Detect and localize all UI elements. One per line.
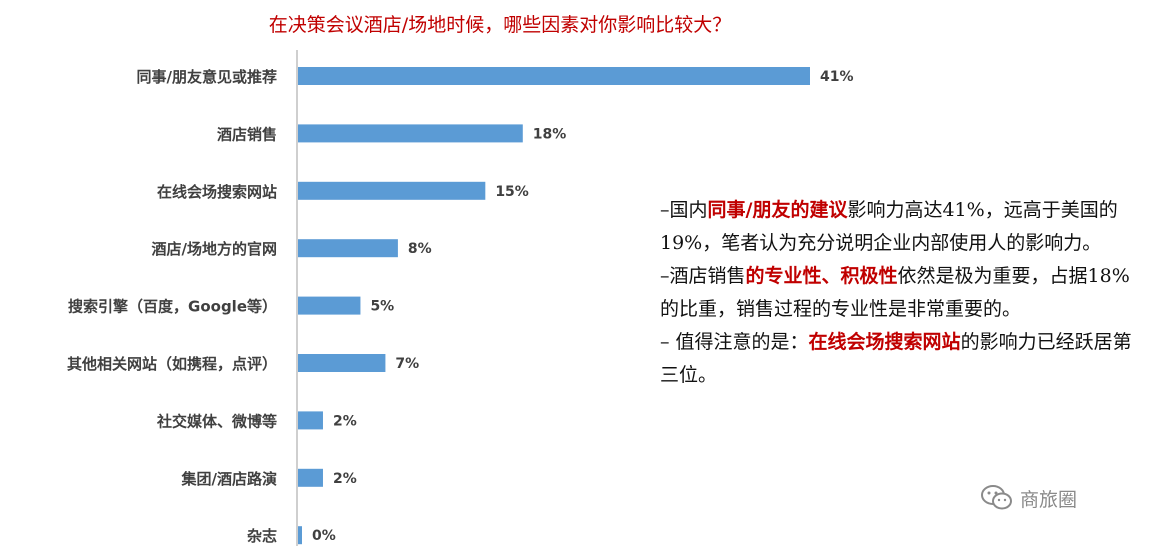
value-label: 7% [395, 356, 419, 372]
note-highlight: 的专业性、积极性 [745, 265, 898, 287]
value-label: 5% [370, 299, 394, 315]
bar [298, 67, 810, 85]
watermark-text: 商旅圈 [1020, 488, 1078, 511]
value-label: 0% [312, 528, 336, 544]
bar-chart: 同事/朋友意见或推荐 41% 酒店销售 18% 在线会场搜索网站 15% 酒店/场地方的官网… [67, 50, 854, 546]
category-label: 社交媒体、微博等 [156, 412, 277, 430]
bar [298, 239, 398, 258]
value-label: 8% [408, 241, 432, 257]
bar [298, 124, 523, 143]
value-label: 15% [495, 184, 529, 200]
note-text: 影响力高达41%，远高于美国的19%，笔者认为充分说明企业内部使用人的影响力。 [660, 199, 1118, 254]
category-label: 同事/朋友意见或推荐 [137, 68, 277, 86]
note-paragraph: – 值得注意的是：在线会场搜索网站的影响力已经跃居第三位。 [660, 326, 1140, 392]
wechat-icon [981, 485, 1012, 510]
bar [298, 526, 302, 545]
category-label: 搜索引擎（百度，Google等） [68, 298, 277, 316]
note-highlight: 在线会场搜索网站 [808, 331, 961, 353]
notes-panel: –国内同事/朋友的建议影响力高达41%，远高于美国的19%，笔者认为充分说明企业… [660, 194, 1140, 392]
bars-group: 同事/朋友意见或推荐 41% 酒店销售 18% 在线会场搜索网站 15% 酒店/场地方的官网… [67, 67, 854, 545]
value-label: 18% [533, 126, 567, 142]
category-label: 杂志 [247, 527, 277, 545]
note-text: – 值得注意的是： [660, 331, 809, 353]
category-label: 集团/酒店路演 [181, 470, 277, 488]
note-highlight: 同事/朋友的建议 [707, 199, 848, 221]
note-paragraph: –酒店销售的专业性、积极性依然是极为重要，占据18%的比重，销售过程的专业性是非… [660, 260, 1140, 326]
category-label: 在线会场搜索网站 [157, 183, 277, 201]
category-label: 酒店销售 [217, 125, 277, 143]
note-text: 依然是极为重要，占据18%的比重，销售过程的专业性是非常重要的。 [660, 265, 1130, 320]
note-paragraph: –国内同事/朋友的建议影响力高达41%，远高于美国的19%，笔者认为充分说明企业… [660, 194, 1140, 260]
chart-title: 在决策会议酒店/场地时候，哪些因素对你影响比较大？ [268, 14, 732, 36]
note-text: –国内 [660, 199, 708, 221]
bar [298, 354, 386, 372]
bar [298, 468, 323, 487]
value-label: 41% [820, 69, 854, 85]
value-label: 2% [333, 471, 357, 487]
note-text: 的影响力已经跃居第三位。 [660, 331, 1132, 386]
note-text: –酒店销售 [660, 265, 746, 287]
category-label: 酒店/场地方的官网 [152, 240, 277, 258]
value-label: 2% [333, 413, 357, 429]
bar [298, 411, 323, 430]
bar [298, 296, 361, 315]
bar [298, 181, 486, 200]
category-label: 其他相关网站（如携程，点评） [67, 355, 277, 373]
watermark: 商旅圈 [980, 484, 1077, 512]
